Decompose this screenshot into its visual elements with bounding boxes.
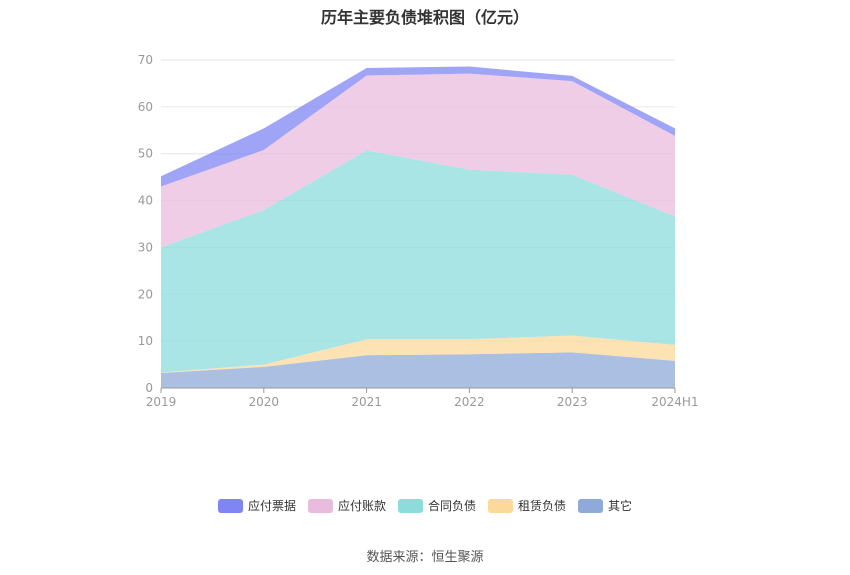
y-tick-label: 40 <box>138 194 153 208</box>
legend-item[interactable]: 租赁负债 <box>488 497 566 514</box>
x-tick-label: 2021 <box>351 395 382 409</box>
y-tick-label: 60 <box>138 100 153 114</box>
axes: 0 10 20 30 40 50 60 70 2019 2020 2021 2022 2023 2024H… <box>138 53 699 409</box>
area-series <box>161 66 675 388</box>
legend: 应付票据 应付账款 合同负债 租赁负债 其它 <box>0 497 850 514</box>
legend-swatch <box>397 498 423 513</box>
y-tick-label: 10 <box>138 334 153 348</box>
chart-title: 历年主要负债堆积图（亿元） <box>320 8 529 27</box>
data-source: 数据来源：恒生聚源 <box>366 550 484 565</box>
x-tick-label: 2024H1 <box>651 395 698 409</box>
y-tick-label: 20 <box>138 287 153 301</box>
area-series-0 <box>161 352 675 388</box>
legend-label: 租赁负债 <box>518 499 567 513</box>
x-tick-label: 2023 <box>557 395 588 409</box>
legend-swatch <box>217 498 243 513</box>
legend-item[interactable]: 应付账款 <box>307 497 386 514</box>
legend-label: 合同负债 <box>427 499 476 513</box>
y-tick-label: 70 <box>138 53 153 67</box>
legend-swatch <box>307 498 333 513</box>
area-series-3 <box>161 73 675 248</box>
y-tick-label: 30 <box>138 240 153 254</box>
x-tick-label: 2020 <box>249 395 280 409</box>
legend-label: 其它 <box>608 499 633 513</box>
legend-item[interactable]: 其它 <box>578 497 632 514</box>
area-series-2 <box>161 150 675 373</box>
legend-item[interactable]: 应付票据 <box>217 497 296 514</box>
area-series-1 <box>161 335 675 374</box>
legend-item[interactable]: 合同负债 <box>397 497 476 514</box>
x-tick-label: 2022 <box>454 395 485 409</box>
legend-label: 应付票据 <box>247 499 296 513</box>
legend-swatch <box>578 498 604 513</box>
legend-label: 应付账款 <box>337 499 386 513</box>
y-tick-label: 0 <box>145 381 153 395</box>
legend-swatch <box>488 498 513 513</box>
x-tick-label: 2019 <box>146 395 177 409</box>
y-tick-label: 50 <box>138 147 153 161</box>
